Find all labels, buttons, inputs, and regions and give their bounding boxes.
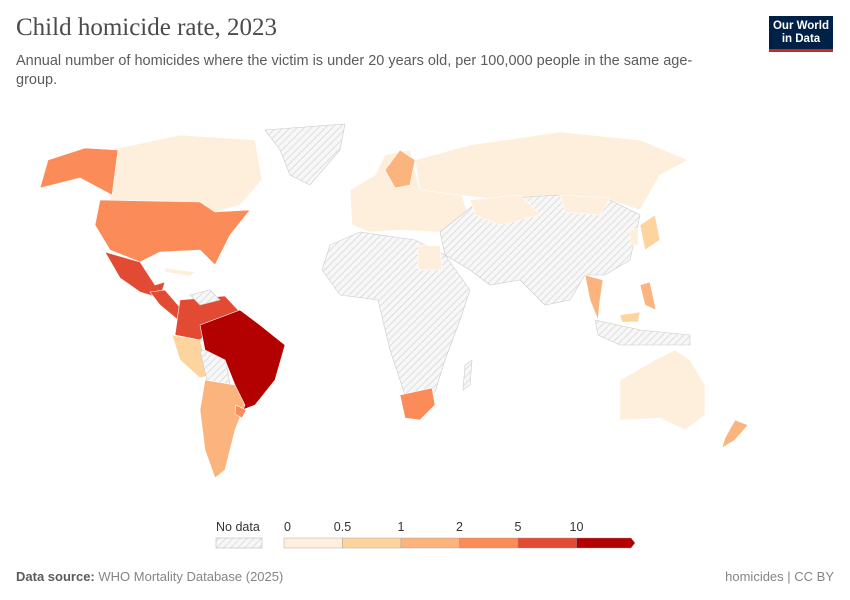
country-united-states[interactable] (94, 199, 251, 266)
country-philippines[interactable] (639, 281, 657, 311)
legend-tick-label: 10 (570, 520, 584, 534)
country-argentina-chile[interactable] (199, 379, 246, 479)
legend-tick-label: 0.5 (334, 520, 351, 534)
legend-bin[interactable] (459, 537, 519, 549)
country-scandinavia[interactable] (384, 149, 416, 189)
subtitle: Annual number of homicides where the vic… (16, 53, 693, 88)
legend-bin[interactable] (342, 537, 402, 549)
legend-tick-label: 5 (515, 520, 522, 534)
owid-logo[interactable]: Our World in Data (769, 16, 833, 52)
country-japan[interactable] (639, 214, 661, 251)
country-peru[interactable] (171, 334, 211, 379)
legend-no-data-swatch[interactable] (215, 537, 263, 549)
country-mexico[interactable] (104, 251, 166, 299)
source-text[interactable]: WHO Mortality Database (2025) (98, 569, 284, 584)
page-title: Child homicide rate, 2023 (16, 14, 278, 41)
country-africa[interactable] (321, 231, 471, 396)
legend-bin[interactable] (517, 537, 577, 549)
data-source: Data source: WHO Mortality Database (202… (16, 569, 283, 584)
country-malaysia[interactable] (619, 311, 641, 323)
country-kazakhstan[interactable] (469, 194, 541, 226)
country-korea[interactable] (629, 227, 639, 246)
legend-tick-label: 0 (284, 520, 291, 534)
legend-no-data-label: No data (216, 520, 260, 534)
legend-bin[interactable] (576, 537, 636, 549)
country-new-zealand[interactable] (721, 419, 749, 449)
country-south-africa[interactable] (399, 387, 436, 421)
legend-tick-label: 1 (398, 520, 405, 534)
country-brazil[interactable] (199, 309, 286, 411)
country-australia[interactable] (619, 349, 706, 431)
legend: No data 0 0.5 1 2 5 10 (215, 520, 636, 549)
country-guianas[interactable] (189, 289, 221, 306)
legend-bin[interactable] (283, 537, 343, 549)
country-greenland[interactable] (264, 123, 346, 186)
country-russia[interactable] (414, 131, 689, 211)
country-middle-east-asia[interactable] (439, 194, 641, 306)
country-cuba[interactable] (164, 267, 196, 277)
country-europe[interactable] (349, 149, 471, 233)
country-mongolia[interactable] (559, 194, 611, 216)
country-thailand[interactable] (584, 274, 604, 321)
country-madagascar[interactable] (462, 359, 473, 391)
country-indonesia[interactable] (594, 319, 691, 346)
country-alaska[interactable] (39, 147, 119, 196)
country-egypt[interactable] (417, 244, 443, 271)
source-label: Data source: (16, 569, 95, 584)
legend-bin[interactable] (400, 537, 460, 549)
country-uruguay[interactable] (234, 404, 247, 419)
legend-tick-label: 2 (456, 520, 463, 534)
license[interactable]: homicides | CC BY (725, 569, 834, 584)
